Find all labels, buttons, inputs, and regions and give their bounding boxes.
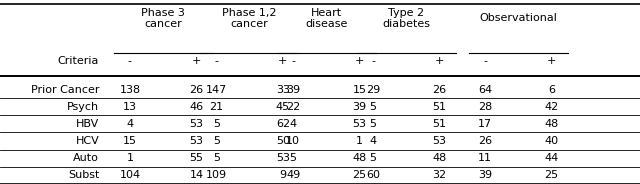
Text: Criteria: Criteria <box>58 56 99 66</box>
Text: 60: 60 <box>366 170 380 181</box>
Text: Phase 1,2
cancer: Phase 1,2 cancer <box>222 8 277 29</box>
Text: 5: 5 <box>213 136 220 146</box>
Text: 22: 22 <box>286 102 300 112</box>
Text: 45: 45 <box>276 102 290 112</box>
Text: Type 2
diabetes: Type 2 diabetes <box>383 8 430 29</box>
Text: 11: 11 <box>478 153 492 163</box>
Text: 6: 6 <box>548 84 555 95</box>
Text: -: - <box>483 56 487 66</box>
Text: 5: 5 <box>213 153 220 163</box>
Text: -: - <box>128 56 132 66</box>
Text: -: - <box>291 56 295 66</box>
Text: -: - <box>214 56 218 66</box>
Text: 42: 42 <box>545 102 559 112</box>
Text: 13: 13 <box>123 102 137 112</box>
Text: 53: 53 <box>433 136 447 146</box>
Text: 49: 49 <box>286 170 300 181</box>
Text: 104: 104 <box>119 170 141 181</box>
Text: 53: 53 <box>276 153 290 163</box>
Text: 5: 5 <box>370 102 376 112</box>
Text: 138: 138 <box>119 84 141 95</box>
Text: 39: 39 <box>478 170 492 181</box>
Text: Observational: Observational <box>479 13 557 23</box>
Text: 29: 29 <box>366 84 380 95</box>
Text: 5: 5 <box>290 153 296 163</box>
Text: 53: 53 <box>189 136 204 146</box>
Text: 26: 26 <box>189 84 204 95</box>
Text: 33: 33 <box>276 84 290 95</box>
Text: 48: 48 <box>545 119 559 129</box>
Text: 4: 4 <box>369 136 377 146</box>
Text: 55: 55 <box>189 153 204 163</box>
Text: HCV: HCV <box>76 136 99 146</box>
Text: 51: 51 <box>433 102 447 112</box>
Text: +: + <box>355 56 364 66</box>
Text: 44: 44 <box>545 153 559 163</box>
Text: 46: 46 <box>189 102 204 112</box>
Text: +: + <box>192 56 201 66</box>
Text: 5: 5 <box>213 119 220 129</box>
Text: HBV: HBV <box>76 119 99 129</box>
Text: Heart
disease: Heart disease <box>305 8 348 29</box>
Text: 4: 4 <box>289 119 297 129</box>
Text: Phase 3
cancer: Phase 3 cancer <box>141 8 185 29</box>
Text: 53: 53 <box>353 119 367 129</box>
Text: Prior Cancer: Prior Cancer <box>31 84 99 95</box>
Text: 26: 26 <box>478 136 492 146</box>
Text: 64: 64 <box>478 84 492 95</box>
Text: 28: 28 <box>478 102 492 112</box>
Text: 14: 14 <box>189 170 204 181</box>
Text: 1: 1 <box>356 136 363 146</box>
Text: 48: 48 <box>353 153 367 163</box>
Text: 109: 109 <box>205 170 227 181</box>
Text: 147: 147 <box>205 84 227 95</box>
Text: 9: 9 <box>279 170 287 181</box>
Text: 39: 39 <box>286 84 300 95</box>
Text: 4: 4 <box>126 119 134 129</box>
Text: 39: 39 <box>353 102 367 112</box>
Text: 17: 17 <box>478 119 492 129</box>
Text: 5: 5 <box>370 119 376 129</box>
Text: 15: 15 <box>353 84 367 95</box>
Text: 25: 25 <box>545 170 559 181</box>
Text: 10: 10 <box>286 136 300 146</box>
Text: Subst: Subst <box>68 170 99 181</box>
Text: 5: 5 <box>370 153 376 163</box>
Text: 62: 62 <box>276 119 290 129</box>
Text: 21: 21 <box>209 102 223 112</box>
Text: +: + <box>435 56 444 66</box>
Text: 15: 15 <box>123 136 137 146</box>
Text: +: + <box>278 56 287 66</box>
Text: 53: 53 <box>189 119 204 129</box>
Text: -: - <box>371 56 375 66</box>
Text: 50: 50 <box>276 136 290 146</box>
Text: +: + <box>547 56 556 66</box>
Text: 25: 25 <box>353 170 367 181</box>
Text: 1: 1 <box>127 153 133 163</box>
Text: Psych: Psych <box>67 102 99 112</box>
Text: 26: 26 <box>433 84 447 95</box>
Text: 48: 48 <box>433 153 447 163</box>
Text: 32: 32 <box>433 170 447 181</box>
Text: 40: 40 <box>545 136 559 146</box>
Text: 51: 51 <box>433 119 447 129</box>
Text: Auto: Auto <box>74 153 99 163</box>
